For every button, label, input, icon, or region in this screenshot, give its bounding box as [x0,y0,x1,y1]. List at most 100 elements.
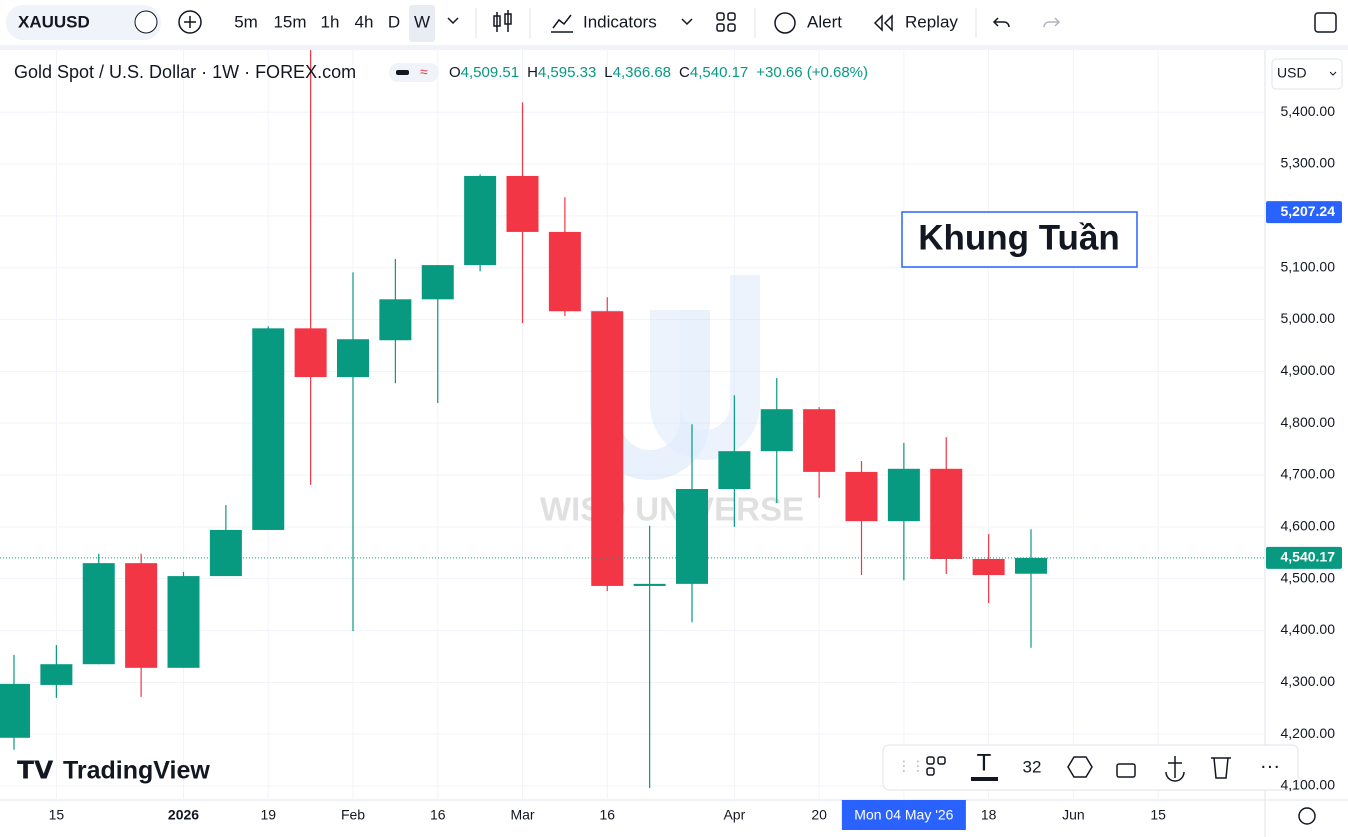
y-tick-label: 4,700.00 [1281,466,1336,482]
y-tick-label: 5,000.00 [1281,310,1336,326]
redo[interactable] [1043,17,1061,28]
y-tick-label: 4,500.00 [1281,569,1336,585]
layout-icon[interactable] [716,12,736,32]
interval-button[interactable]: 15m [273,12,306,31]
currency-select[interactable] [1271,58,1343,90]
font-size[interactable]: 32 [1023,757,1042,776]
replay-button[interactable]: Replay [905,12,958,31]
x-tick-label: 18 [981,807,997,823]
lock[interactable] [1116,763,1136,778]
settings[interactable] [1067,756,1093,778]
interval-button[interactable]: 4h [355,12,374,31]
legend-icon: ≈ [420,64,428,80]
template-icon[interactable] [926,756,946,776]
drawing-toolbar: ⋮⋮ T 32 ··· [882,744,1299,791]
alert-icon[interactable] [774,12,796,34]
x-tick-label: Apr [723,807,745,823]
y-tick-label: 5,400.00 [1281,103,1336,119]
y-tick-label: 5,300.00 [1281,155,1336,171]
x-tick-label: 2026 [168,807,199,823]
ohlc-value: 4,509.51 [461,64,519,81]
x-tick-label: 15 [49,807,65,823]
branding: TradingView [63,757,210,785]
text-color[interactable]: T [977,749,992,776]
toolbar-border [0,45,1348,50]
candles [0,50,1047,789]
top-toolbar: XAUUSD 5m 15m 1h 4h D W Indicators Alert Repl… [0,5,1348,50]
x-tick-label: Feb [341,807,365,823]
y-tick-label: 4,300.00 [1281,673,1336,689]
candle-body [379,299,412,341]
candle-body [209,529,242,577]
legend-icon [396,70,409,75]
plus-icon [184,16,196,28]
candle-body [0,683,30,738]
annotation-box[interactable] [901,211,1138,268]
watermark-logo [650,275,760,460]
drag-handle[interactable]: ⋮⋮ [897,758,925,774]
indicators-icon[interactable] [551,14,573,33]
y-tick-label: 4,600.00 [1281,518,1336,534]
last-price-label: 4,540.17 [1281,549,1336,565]
interval-button[interactable]: 1h [321,12,340,31]
candle-body [591,311,624,586]
interval-active-bg [409,5,435,42]
interval-button[interactable]: W [414,12,430,31]
y-tick-label: 4,100.00 [1281,777,1336,793]
indicators-button[interactable]: Indicators [583,12,657,31]
crosshair-price-label-bg [1266,201,1342,224]
candle-body [421,265,454,300]
text-color-bar [971,777,998,781]
chart-type-icon[interactable] [493,10,512,32]
alert-button[interactable]: Alert [807,12,842,31]
add-symbol[interactable] [178,10,202,34]
last-price-label-bg [1266,546,1342,569]
undo[interactable] [992,17,1010,28]
symbol-icon[interactable] [134,10,158,34]
x-tick-label: 16 [430,807,446,823]
x-tick-label: 19 [260,807,276,823]
x-tick-label: Jun [1062,807,1085,823]
candle-body [930,468,963,559]
interval-dropdown[interactable] [447,17,459,25]
interval-button[interactable]: 5m [234,12,258,31]
anchor[interactable] [1165,756,1185,782]
currency-dropdown [1329,71,1337,76]
candle-body [40,664,73,685]
x-tick-label: 16 [599,807,615,823]
symbol-box[interactable] [6,5,161,40]
delete[interactable] [1211,757,1231,779]
ohlc-legend: O4,509.51 H4,595.33 L4,366.68 C4,540.17 +30.… [449,64,868,81]
candle-body [252,328,285,530]
annotation-text: Khung Tuần [918,218,1120,257]
candle-body [718,451,751,490]
y-tick-label: 4,800.00 [1281,414,1336,430]
ohlc-value: 4,540.17 [690,64,748,81]
ohlc-key: O [449,64,461,81]
replay-icon[interactable] [873,14,893,32]
candle-body [548,231,581,312]
ohlc-key: H [527,64,538,81]
candle-body [803,409,836,472]
axis-settings[interactable] [1298,807,1316,825]
fullscreen[interactable] [1314,12,1337,33]
branding-logo: 𝗧𝗩 [17,757,54,785]
legend-toggle[interactable] [389,63,439,82]
grid [0,50,1265,800]
chart-title: Gold Spot / U.S. Dollar · 1W · FOREX.com [14,62,356,82]
watermark-text: WISD UNIVERSE [540,491,804,528]
candle-body [506,175,539,232]
indicators-dropdown[interactable] [681,18,693,26]
currency: USD [1277,65,1307,81]
candle-body [845,471,878,522]
drawing-toolbar-box [882,744,1299,791]
candle-body [676,489,708,584]
candle-body [125,563,158,668]
y-tick-label: 4,400.00 [1281,621,1336,637]
candle-body [887,468,920,522]
candle-body [167,576,200,668]
more[interactable]: ··· [1260,755,1280,777]
interval-button[interactable]: D [388,12,400,31]
